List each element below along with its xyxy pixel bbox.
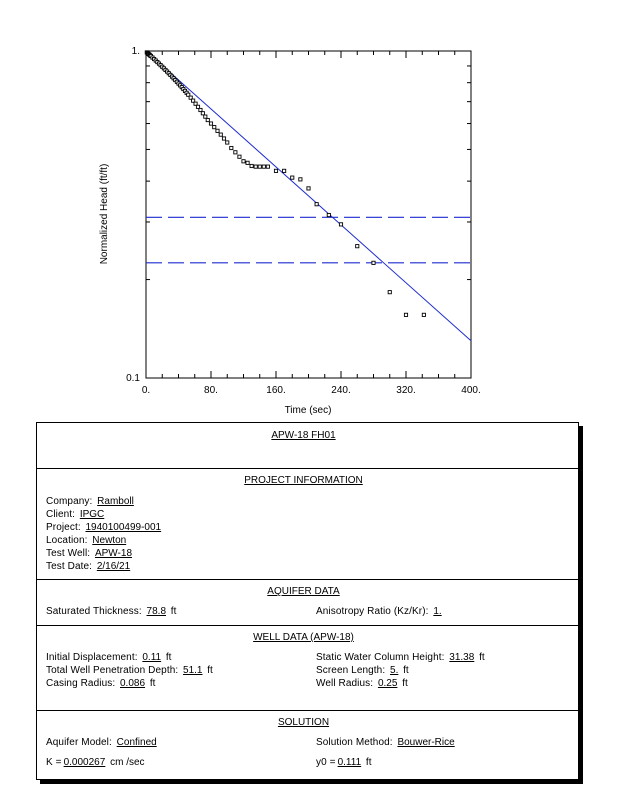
static-water-column-value: 31.38 xyxy=(449,652,475,663)
data-point xyxy=(208,121,214,126)
y0-value: 0.111 xyxy=(337,757,362,768)
data-point xyxy=(314,202,319,207)
data-point xyxy=(193,101,198,106)
company-row: Company: Ramboll xyxy=(46,496,140,507)
x-tick-label: 0. xyxy=(142,385,150,396)
solution-method-row: Solution Method: Bouwer-Rice xyxy=(316,737,461,748)
x-tick-label: 320. xyxy=(396,385,415,396)
data-point xyxy=(282,168,287,173)
y-tick-label: 1. xyxy=(132,46,140,57)
data-point xyxy=(198,107,203,113)
data-point xyxy=(218,132,223,137)
data-point xyxy=(355,244,360,249)
x-tick-label: 240. xyxy=(331,385,350,396)
well-data-title: WELL DATA (APW-18) xyxy=(253,632,354,643)
screen-length-value: 5. xyxy=(390,665,399,676)
project-info-section: PROJECT INFORMATION Company: Ramboll Cli… xyxy=(37,468,578,572)
aquifer-data-title: AQUIFER DATA xyxy=(267,586,340,597)
company-value: Ramboll xyxy=(97,496,134,507)
client-row: Client: IPGC xyxy=(46,509,110,520)
report-panel: APW-18 FH01 PROJECT INFORMATION Company:… xyxy=(36,422,579,780)
data-point xyxy=(191,98,196,103)
data-point xyxy=(261,164,266,169)
penetration-depth-row: Total Well Penetration Depth: 51.1 ft xyxy=(46,665,213,676)
solution-method-value: Bouwer-Rice xyxy=(397,737,455,748)
data-point xyxy=(212,125,217,130)
slug-test-chart: 0. 80. 160. 240. 320. 400. 1. 0.1 Time (sec) N… xyxy=(99,46,481,416)
data-point xyxy=(421,312,426,317)
x-tick-label: 160. xyxy=(266,385,285,396)
data-point xyxy=(298,177,303,182)
solution-title: SOLUTION xyxy=(277,717,330,728)
data-point xyxy=(290,175,295,180)
static-water-column-row: Static Water Column Height: 31.38 ft xyxy=(316,652,485,663)
data-point xyxy=(241,159,246,164)
data-point xyxy=(203,114,208,119)
test-date-value: 2/16/21 xyxy=(96,561,131,572)
y0-row: y0 = 0.111 ft xyxy=(316,757,372,768)
data-point xyxy=(273,168,279,173)
k-value: 0.000267 xyxy=(63,757,106,768)
screen-length-row: Screen Length: 5. ft xyxy=(316,665,409,676)
data-point xyxy=(387,290,392,295)
y-tick-label: 0.1 xyxy=(126,373,140,384)
data-point xyxy=(233,150,238,155)
casing-radius-row: Casing Radius: 0.086 ft xyxy=(46,678,156,689)
location-row: Location: Newton xyxy=(46,535,132,546)
data-point xyxy=(205,117,210,123)
test-well-row: Test Well: APW-18 xyxy=(46,548,138,559)
penetration-depth-value: 51.1 xyxy=(183,665,203,676)
data-point xyxy=(338,222,344,227)
data-point xyxy=(265,164,270,169)
solution-section: SOLUTION Aquifer Model: Confined Solutio… xyxy=(37,710,578,768)
data-point xyxy=(221,136,227,141)
project-row: Project: 1940100499-001 xyxy=(46,522,167,533)
data-point xyxy=(186,92,191,97)
data-point xyxy=(249,163,254,169)
location-value: Newton xyxy=(92,535,127,546)
data-point xyxy=(188,95,193,100)
well-data-section: WELL DATA (APW-18) Initial Displacement:… xyxy=(37,625,578,689)
test-date-row: Test Date: 2/16/21 xyxy=(46,561,136,572)
data-point xyxy=(253,164,258,169)
data-point xyxy=(229,145,234,151)
data-point xyxy=(195,104,201,109)
data-point xyxy=(257,164,262,169)
saturated-thickness-row: Saturated Thickness: 78.8 ft xyxy=(46,606,177,617)
data-point xyxy=(371,260,376,265)
data-point xyxy=(225,140,230,145)
aquifer-model-row: Aquifer Model: Confined xyxy=(46,737,163,748)
x-axis-title: Time (sec) xyxy=(285,405,332,416)
fit-line xyxy=(145,50,472,342)
x-tick-label: 80. xyxy=(204,385,218,396)
well-radius-value: 0.25 xyxy=(377,678,398,689)
anisotropy-row: Anisotropy Ratio (Kz/Kr): 1. xyxy=(316,606,445,617)
data-point xyxy=(326,213,331,218)
casing-radius-value: 0.086 xyxy=(120,678,146,689)
initial-displacement-value: 0.11 xyxy=(142,652,162,663)
report-title: APW-18 FH01 xyxy=(271,430,336,441)
client-value: IPGC xyxy=(79,509,105,520)
aquifer-data-section: AQUIFER DATA Saturated Thickness: 78.8 f… xyxy=(37,579,578,617)
test-well-value: APW-18 xyxy=(94,548,133,559)
aquifer-model-value: Confined xyxy=(116,737,157,748)
project-info-title: PROJECT INFORMATION xyxy=(244,475,363,486)
data-point xyxy=(403,312,409,317)
x-tick-label: 400. xyxy=(461,385,480,396)
initial-displacement-row: Initial Displacement: 0.11 ft xyxy=(46,652,172,663)
data-point xyxy=(215,128,220,133)
well-radius-row: Well Radius: 0.25 ft xyxy=(316,678,408,689)
data-point xyxy=(237,154,242,159)
project-value: 1940100499-001 xyxy=(85,522,162,533)
data-point xyxy=(306,186,311,191)
data-point xyxy=(200,111,205,116)
anisotropy-value: 1. xyxy=(433,606,442,617)
y-axis-title: Normalized Head (ft/ft) xyxy=(99,164,110,265)
saturated-thickness-value: 78.8 xyxy=(146,606,167,617)
k-row: K = 0.000267 cm /sec xyxy=(46,757,145,768)
data-point xyxy=(245,160,250,165)
